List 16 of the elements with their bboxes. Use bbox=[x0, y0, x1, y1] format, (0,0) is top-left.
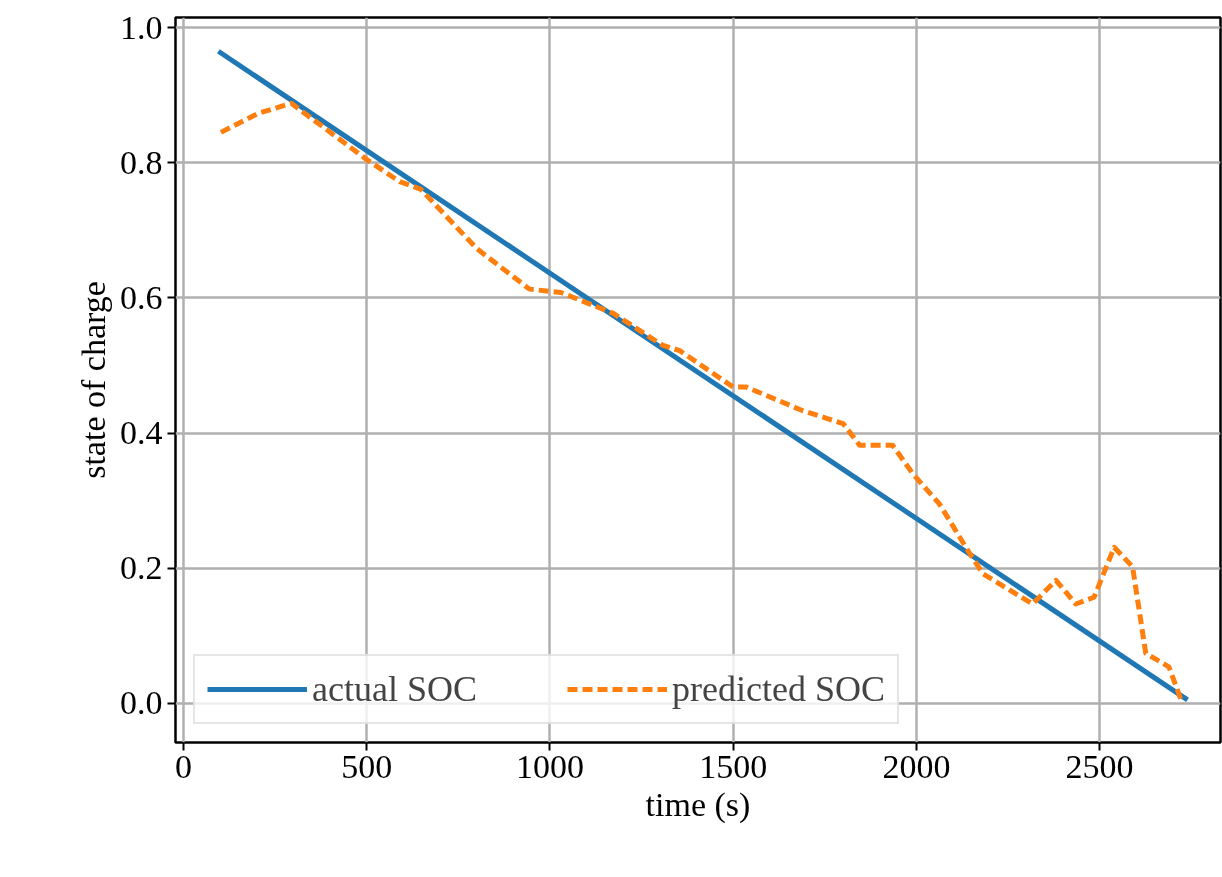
y-tick-label: 0.8 bbox=[120, 143, 163, 181]
x-tick-label: 2500 bbox=[1065, 747, 1134, 785]
x-tick-label: 1000 bbox=[515, 747, 584, 785]
legend-label: actual SOC bbox=[312, 668, 477, 710]
x-axis-title: time (s) bbox=[645, 785, 751, 824]
y-tick-label: 0.4 bbox=[120, 414, 163, 452]
x-tick-label: 2000 bbox=[882, 747, 951, 785]
y-tick-label: 0.0 bbox=[120, 684, 163, 722]
y-tick-label: 0.6 bbox=[120, 278, 163, 316]
y-axis-title: state of charge bbox=[75, 281, 112, 479]
x-tick-label: 500 bbox=[341, 747, 393, 785]
x-tick-label: 0 bbox=[175, 747, 193, 785]
x-tick-label: 1500 bbox=[699, 747, 768, 785]
y-tick-label: 0.2 bbox=[120, 549, 163, 587]
y-tick-label: 1.0 bbox=[120, 8, 163, 46]
legend-label: predicted SOC bbox=[671, 668, 885, 710]
